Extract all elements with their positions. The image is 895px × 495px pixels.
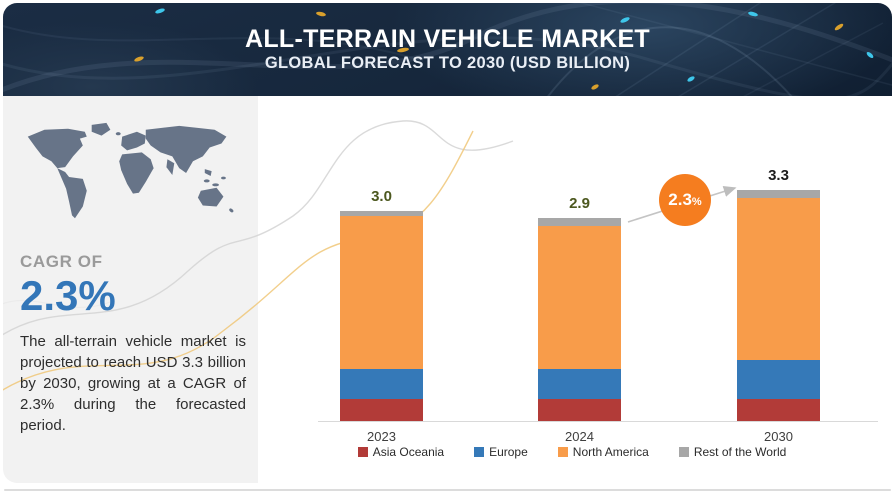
- x-axis-label-2030: 2030: [764, 429, 793, 444]
- cagr-badge-value: 2.3: [668, 190, 692, 209]
- legend-item-europe: Europe: [474, 445, 528, 459]
- bars-layer: 3.0 2023 2.9 2024 3.3 2030: [258, 96, 892, 483]
- cagr-summary: CAGR OF 2.3% The all-terrain vehicle mar…: [20, 252, 246, 436]
- legend-swatch-europe: [474, 447, 485, 457]
- chart-legend: Asia Oceania Europe North America Rest of t…: [258, 445, 886, 459]
- bar-segment-rest-of-the-world: [737, 190, 820, 199]
- bar-2023: [340, 211, 423, 421]
- market-description: The all-terrain vehicle market is projec…: [20, 333, 246, 434]
- report-title: ALL-TERRAIN VEHICLE MARKET: [244, 25, 650, 53]
- bottom-divider: [4, 489, 891, 491]
- network-lines-decoration: [3, 3, 892, 96]
- report-subtitle: GLOBAL FORECAST TO 2030 (USD BILLION): [264, 54, 631, 72]
- legend-label-europe: Europe: [489, 445, 528, 459]
- bar-segment-asia-oceania: [538, 399, 621, 421]
- x-axis-label-2023: 2023: [367, 429, 396, 444]
- bar-2030: [737, 190, 820, 421]
- bar-segment-north-america: [538, 225, 621, 369]
- legend-swatch-north-america: [557, 447, 568, 457]
- bar-segment-europe: [538, 368, 621, 400]
- bar-2024: [538, 218, 621, 421]
- bar-segment-north-america: [340, 215, 423, 369]
- cagr-label: CAGR OF: [20, 252, 103, 271]
- card-body: CAGR OF 2.3% The all-terrain vehicle mar…: [3, 96, 892, 483]
- cagr-badge-percent-sign: %: [691, 195, 702, 208]
- legend-label-rest-of-the-world: Rest of the World: [693, 445, 787, 459]
- legend-label-asia-oceania: Asia Oceania: [372, 445, 445, 459]
- bar-total-label-2030: 3.3: [768, 167, 789, 184]
- infographic-card: ALL-TERRAIN VEHICLE MARKET GLOBAL FORECA…: [3, 3, 892, 483]
- banner: ALL-TERRAIN VEHICLE MARKET GLOBAL FORECA…: [3, 3, 892, 96]
- x-axis-label-2024: 2024: [565, 429, 594, 444]
- chart-area: 3.0 2023 2.9 2024 3.3 2030 Asia Oceania Europe…: [258, 96, 892, 483]
- bar-total-label-2023: 3.0: [371, 188, 392, 205]
- bar-segment-asia-oceania: [340, 399, 423, 421]
- legend-label-north-america: North America: [572, 445, 649, 459]
- legend-swatch-asia-oceania: [357, 447, 368, 457]
- bar-segment-asia-oceania: [737, 398, 820, 421]
- legend-item-north-america: North America: [557, 445, 649, 459]
- cagr-badge: 2.3%: [659, 174, 711, 226]
- cagr-value: 2.3%: [20, 272, 116, 319]
- bar-total-label-2024: 2.9: [569, 195, 590, 212]
- bar-segment-europe: [737, 360, 820, 399]
- world-map-graphic: [27, 122, 234, 219]
- x-axis-line: [318, 421, 878, 422]
- bar-segment-north-america: [737, 198, 820, 361]
- bar-segment-rest-of-the-world: [538, 218, 621, 226]
- legend-item-asia-oceania: Asia Oceania: [357, 445, 445, 459]
- legend-swatch-rest-of-the-world: [678, 447, 689, 457]
- legend-item-rest-of-the-world: Rest of the World: [678, 445, 787, 459]
- bar-segment-europe: [340, 368, 423, 400]
